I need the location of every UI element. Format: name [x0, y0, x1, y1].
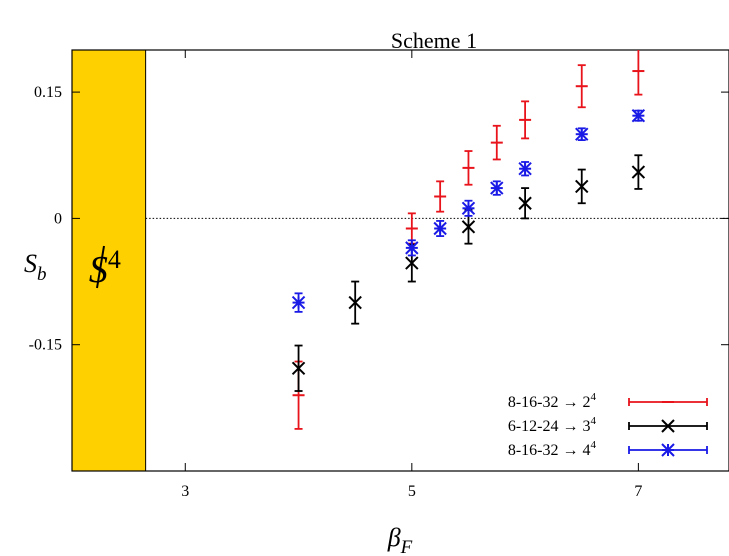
legend-swatch: [628, 443, 708, 457]
plot-frame: [71, 49, 729, 472]
point-marker: [461, 201, 476, 216]
x-axis-label-sub: F: [400, 537, 413, 556]
x-axis-label: βF: [387, 523, 413, 556]
legend: 8-16-32 → 246-12-24 → 348-16-32 → 44: [508, 391, 708, 459]
legend-label: 8-16-32 → 44: [508, 439, 597, 459]
point-marker-d2: [575, 179, 589, 194]
data-point: [631, 108, 646, 123]
legend-marker: [661, 419, 675, 433]
point-marker-d2: [291, 295, 306, 310]
point-marker: [518, 162, 532, 176]
data-point: [490, 180, 504, 196]
legend-label: 6-12-24 → 34: [508, 415, 597, 435]
data-point: [490, 124, 503, 161]
data-point: [291, 292, 306, 313]
legend-marker: [661, 443, 675, 457]
plot-area: S43 5 70.150-0.158-16-32 → 246-12-24 → 348…: [29, 49, 729, 500]
legend-label-main: 6-12-24 → 3: [508, 418, 591, 435]
point-marker-d2: [631, 165, 646, 179]
data-point: [632, 50, 645, 96]
legend-label-sup: 4: [591, 391, 597, 403]
y-axis-label: Sb: [24, 249, 47, 285]
point-marker-d2: [575, 127, 589, 141]
point-marker-d2: [461, 220, 476, 234]
data-point: [433, 220, 447, 237]
data-point: [405, 239, 419, 257]
data-point: [462, 150, 475, 186]
point-marker-d2: [291, 361, 306, 375]
point-marker: [461, 220, 476, 234]
point-marker: [348, 295, 362, 310]
legend-swatch: [628, 419, 708, 433]
data-point: [575, 168, 589, 205]
x-axis-label-main: β: [387, 523, 401, 552]
legend-swatch: [628, 398, 708, 406]
point-marker: [405, 241, 419, 255]
excluded-region-band: [71, 49, 147, 472]
legend-label-main: 8-16-32 → 2: [508, 394, 591, 411]
x-tick-label: 3: [181, 483, 189, 500]
point-marker-d2: [461, 201, 476, 216]
y-tick-label: 0.15: [34, 84, 62, 101]
data-point: [518, 187, 532, 220]
data-point: [461, 199, 476, 217]
data-point: [631, 154, 646, 190]
point-marker: [405, 256, 419, 270]
point-marker: [575, 179, 589, 194]
legend-label-sup: 4: [591, 415, 597, 427]
point-marker-d2: [348, 295, 362, 310]
series-2: [291, 154, 646, 392]
legend-marker-d2: [661, 419, 675, 433]
point-marker-d2: [405, 256, 419, 270]
point-marker-d2: [518, 196, 532, 210]
point-marker-d2: [631, 108, 646, 123]
data-point: [575, 64, 588, 109]
series-3: [291, 108, 646, 313]
point-marker: [631, 165, 646, 179]
point-marker-d2: [405, 241, 419, 255]
point-marker: [518, 196, 532, 210]
data-layer: [291, 50, 646, 430]
point-marker-d2: [518, 162, 532, 176]
point-marker: [490, 181, 504, 195]
chart-title: Scheme 1: [391, 28, 477, 53]
point-marker: [631, 108, 646, 123]
band-label-sup: 4: [108, 245, 121, 274]
point-marker: [291, 295, 306, 310]
band-label: S4: [89, 245, 121, 291]
point-marker: [575, 127, 589, 141]
legend-marker-d2: [661, 443, 675, 457]
data-point: [434, 180, 447, 213]
y-axis-label-sub: b: [37, 264, 47, 285]
point-marker-d2: [490, 181, 504, 195]
legend-label-main: 8-16-32 → 4: [508, 442, 591, 459]
legend-label: 8-16-32 → 24: [508, 391, 597, 411]
band-label-slash: [96, 245, 105, 289]
data-point: [519, 100, 532, 140]
band-label-main: S: [89, 249, 108, 291]
y-axis-label-main: S: [24, 249, 37, 278]
data-point: [348, 280, 362, 325]
data-point: [575, 127, 589, 141]
legend-label-sup: 4: [591, 439, 597, 451]
x-tick-label: 7: [634, 483, 642, 500]
point-marker: [291, 361, 306, 375]
data-point: [518, 161, 532, 177]
data-point: [405, 212, 418, 245]
y-tick-label: 0: [54, 210, 62, 227]
data-point: [291, 344, 306, 392]
point-marker: [433, 221, 447, 236]
y-tick-label: -0.15: [29, 337, 62, 354]
point-marker-d2: [433, 221, 447, 236]
x-tick-label: 5: [408, 483, 416, 500]
